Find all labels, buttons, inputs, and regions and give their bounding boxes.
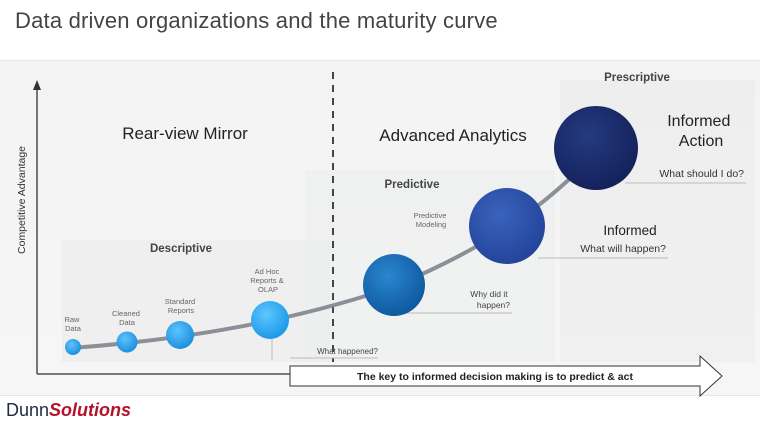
rear-view-mirror-heading: Rear-view Mirror	[122, 124, 248, 143]
adhoc-olap-label: Ad Hoc Reports & OLAP	[250, 267, 285, 294]
why-callout: Why did it happen?	[470, 289, 510, 310]
adhoc-olap-node	[251, 301, 289, 339]
advanced-analytics-heading: Advanced Analytics	[379, 126, 526, 145]
y-axis-label: Competitive Advantage	[16, 146, 28, 254]
predictive-node	[363, 254, 425, 316]
key-message-text: The key to informed decision making is t…	[357, 371, 633, 383]
raw-data-node	[65, 339, 81, 355]
descriptive-band	[62, 240, 330, 362]
informed-callout: Informed	[603, 223, 656, 238]
prescriptive-stage-label: Prescriptive	[604, 72, 670, 84]
key-message-arrow	[289, 354, 723, 398]
descriptive-stage-label: Descriptive	[150, 243, 212, 255]
what-should-i-do-callout: What should I do?	[659, 168, 744, 180]
cleaned-data-node	[116, 331, 138, 353]
what-will-happen-callout: What will happen?	[580, 243, 666, 255]
page-title: Data driven organizations and the maturi…	[15, 8, 498, 33]
standard-reports-label: Standard Reports	[165, 297, 198, 315]
what-happened-callout: What happened?	[317, 347, 378, 356]
standard-reports-node	[166, 321, 194, 349]
dunn-solutions-logo: Dunn Solutions	[6, 400, 131, 421]
cleaned-data-label: Cleaned Data	[112, 309, 142, 327]
logo-part-dunn: Dunn	[6, 400, 50, 420]
logo-part-solutions: Solutions	[49, 400, 132, 420]
y-axis-arrowhead	[33, 80, 41, 90]
informed-action-node	[554, 106, 638, 190]
predictive-modeling-label: Predictive Modeling	[413, 211, 448, 229]
informed-node	[469, 188, 545, 264]
raw-data-label: Raw Data	[64, 315, 81, 333]
informed-action-callout: Informed Action	[667, 113, 735, 150]
predictive-stage-label: Predictive	[385, 179, 440, 191]
